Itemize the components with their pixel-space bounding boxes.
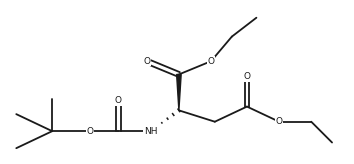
Text: O: O [276,117,282,126]
Text: O: O [86,127,93,136]
Text: O: O [244,72,251,81]
Text: O: O [115,96,122,105]
Text: O: O [143,57,150,66]
Text: O: O [207,57,215,66]
Text: NH: NH [144,127,157,136]
Polygon shape [177,74,181,110]
